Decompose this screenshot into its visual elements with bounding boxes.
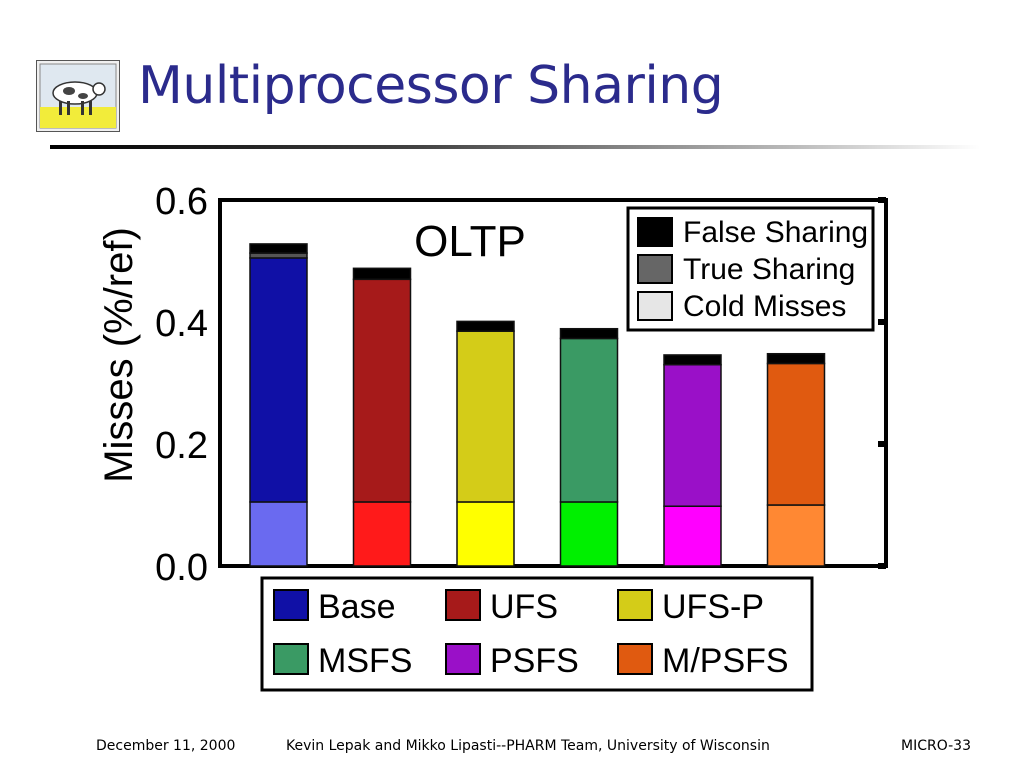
- bar-ufs: [352, 267, 412, 567]
- plot-frame: [218, 198, 888, 568]
- legend-label: PSFS: [490, 642, 579, 680]
- legend-label: Cold Misses: [683, 290, 846, 323]
- bar-msfs: [559, 327, 619, 567]
- legend-schemes: [260, 576, 814, 692]
- bar-segment-sharing: [663, 363, 722, 507]
- legend-label: True Sharing: [683, 253, 855, 286]
- bar-segment-sharing: [352, 278, 412, 503]
- bar-segment-false-sharing: [352, 267, 412, 281]
- legend-label: False Sharing: [683, 216, 868, 249]
- bar-ufs-p: [456, 320, 515, 567]
- chart-bars: [249, 243, 826, 567]
- legend-swatch: [445, 643, 481, 675]
- legend-swatch: [637, 217, 673, 247]
- y-axis-label: Misses (%/ref): [97, 227, 141, 483]
- bar-segment-cold-misses: [766, 504, 826, 567]
- footer-credit: Kevin Lepak and Mikko Lipasti--PHARM Tea…: [286, 738, 770, 754]
- bar-segment-cold-misses: [456, 501, 515, 567]
- title-divider: [50, 145, 980, 149]
- slide-title: Multiprocessor Sharing: [138, 56, 724, 116]
- footer-conference: MICRO-33: [901, 738, 971, 754]
- legend-swatch: [637, 291, 673, 321]
- bar-base: [249, 243, 308, 567]
- bar-segment-cold-misses: [249, 501, 308, 567]
- legend-label: MSFS: [318, 642, 412, 680]
- bar-segment-false-sharing: [456, 320, 515, 332]
- chart-axes: 0.0 0.2 0.4 0.6 Misses (%/ref) OLTP: [97, 181, 888, 589]
- y-tick-label: 0.6: [155, 181, 208, 223]
- bar-segment-false-sharing: [559, 327, 619, 340]
- legend-label: UFS-P: [662, 588, 764, 626]
- bar-segment-false-sharing: [249, 243, 308, 254]
- legend-label: Base: [318, 588, 396, 626]
- legend-swatch: [445, 589, 481, 621]
- chart-legends: False Sharing True Sharing Cold Misses Base…: [260, 206, 875, 692]
- bar-segment-sharing: [559, 337, 619, 503]
- y-tick-label: 0.2: [155, 425, 208, 467]
- bar-segment-false-sharing: [766, 352, 826, 365]
- legend-swatch: [617, 589, 653, 621]
- legend-label: M/PSFS: [662, 642, 789, 680]
- legend-label: UFS: [490, 588, 558, 626]
- bar-segment-sharing: [456, 330, 515, 503]
- chart-title: OLTP: [414, 217, 526, 266]
- legend-swatch: [617, 643, 653, 675]
- legend-swatch: [273, 643, 309, 675]
- y-tick-label: 0.0: [155, 547, 208, 589]
- bar-m-psfs: [766, 352, 826, 567]
- bar-segment-cold-misses: [352, 501, 412, 567]
- bar-segment-false-sharing: [663, 354, 722, 366]
- bar-segment-cold-misses: [663, 505, 722, 567]
- footer: December 11, 2000 Kevin Lepak and Mikko …: [0, 738, 1024, 758]
- bar-segment-sharing: [766, 362, 826, 506]
- y-tick-label: 0.4: [155, 303, 208, 345]
- footer-date: December 11, 2000: [96, 738, 236, 754]
- legend-swatch: [273, 589, 309, 621]
- legend-swatch: [637, 254, 673, 284]
- cow-painting-icon: [36, 60, 120, 132]
- bar-segment-sharing: [249, 257, 308, 503]
- chart: 0.0 0.2 0.4 0.6 Misses (%/ref) OLTP False Sha…: [97, 181, 888, 692]
- bar-segment-cold-misses: [559, 501, 619, 567]
- bar-psfs: [663, 354, 722, 567]
